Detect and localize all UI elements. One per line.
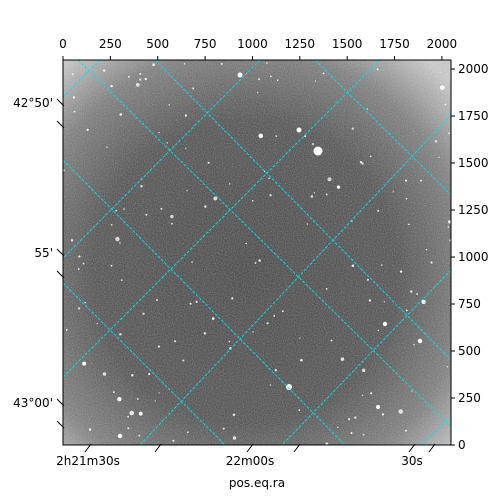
left-tick-label: 42°50': [13, 96, 53, 110]
bottom-tick: [428, 443, 436, 453]
left-tick-label: 55': [34, 246, 53, 260]
grid-line: [63, 60, 261, 259]
top-tick-label: 1250: [285, 37, 316, 51]
left-tick-label: 43°00': [13, 396, 53, 410]
right-tick-label: 1000: [458, 250, 489, 264]
right-tick-label: 750: [458, 297, 481, 311]
top-tick-label: 1000: [237, 37, 268, 51]
left-tick: [56, 398, 65, 407]
bottom-tick: [154, 443, 162, 453]
top-pixel-axis: 0 250 500 750 1000 1250 1500 1750 2000: [59, 37, 457, 60]
left-tick: [56, 120, 65, 129]
right-tick-label: 1750: [458, 109, 489, 123]
grid-line: [419, 417, 451, 445]
left-dec-axis: 42°50' 55' 43°00': [13, 96, 65, 429]
bottom-tick: [246, 443, 254, 453]
bottom-tick: [293, 443, 301, 453]
top-tick-label: 250: [99, 37, 122, 51]
left-tick: [56, 98, 65, 107]
grid-line: [77, 60, 451, 428]
grid-line: [314, 60, 451, 196]
top-tick-label: 1750: [379, 37, 410, 51]
right-tick-label: 0: [458, 438, 466, 452]
grid-line: [63, 282, 226, 445]
grid-line: [63, 159, 346, 445]
top-tick-label: 2000: [427, 37, 458, 51]
right-tick-label: 2000: [458, 62, 489, 76]
x-axis-title: pos.eq.ra: [229, 476, 285, 490]
right-tick-label: 500: [458, 344, 481, 358]
grid-line: [63, 60, 381, 378]
grid-line: [154, 60, 451, 361]
grid-line: [139, 114, 451, 445]
coordinate-grid: [63, 60, 451, 445]
top-tick-label: 750: [194, 37, 217, 51]
right-tick-label: 1500: [458, 156, 489, 170]
left-tick: [56, 248, 65, 257]
bottom-tick-label: 2h21m30s: [56, 454, 120, 468]
plot-frame: [62, 59, 452, 446]
bottom-tick: [408, 443, 416, 453]
top-tick-label: 500: [146, 37, 169, 51]
right-tick-label: 1250: [458, 203, 489, 217]
sky-image: [63, 60, 451, 445]
bottom-tick-label: 30s: [401, 454, 423, 468]
right-tick-label: 250: [458, 391, 481, 405]
bottom-ra-axis: 2h21m30s 22m00s 30s: [56, 443, 436, 468]
left-tick: [56, 420, 65, 429]
top-tick-label: 0: [59, 37, 67, 51]
grid-line: [281, 269, 451, 445]
right-pixel-axis: 0 250 500 750 1000 1250 1500 1750 2000: [451, 62, 489, 452]
top-tick-label: 1500: [332, 37, 363, 51]
bottom-tick: [84, 443, 92, 453]
bottom-tick-label: 22m00s: [226, 454, 274, 468]
left-tick: [56, 270, 65, 279]
